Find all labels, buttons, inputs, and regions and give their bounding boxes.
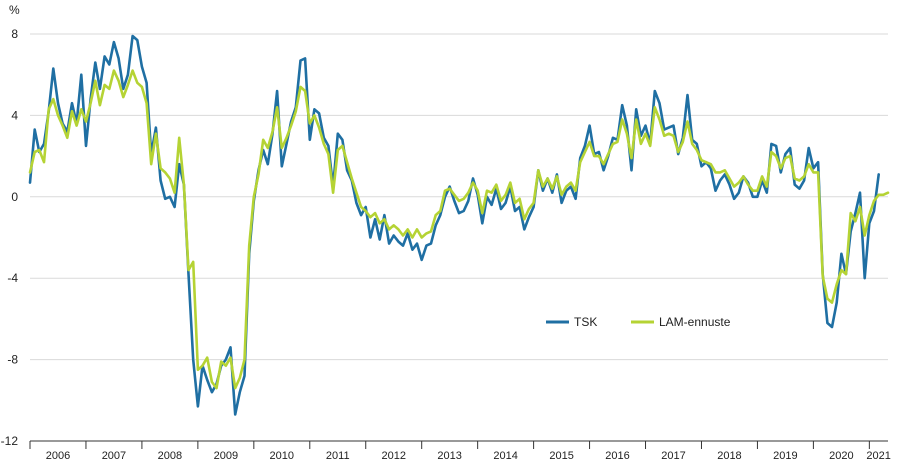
y-tick-label: 0 (11, 190, 18, 204)
x-tick-label: 2009 (214, 450, 238, 462)
series-lines (28, 34, 890, 416)
x-tick-labels: 2006 2007 2008 2009 2010 2011 2012 2013 2014 2015… (46, 450, 891, 462)
series-line-tsk (28, 34, 880, 416)
x-tick-label: 2014 (493, 450, 517, 462)
x-tick-label: 2006 (46, 450, 70, 462)
x-tick-label: 2015 (549, 450, 573, 462)
x-tick-label: 2016 (605, 450, 629, 462)
y-axis-unit-label: % (9, 3, 20, 17)
x-tick-label: 2012 (381, 450, 405, 462)
legend-label: LAM-ennuste (659, 315, 731, 329)
x-tick-label: 2017 (661, 450, 685, 462)
y-tick-labels: -12 -8 -4 0 4 8 (1, 27, 19, 448)
y-tick-label: -4 (7, 271, 18, 285)
y-tick-label: 8 (11, 27, 18, 41)
x-axis (29, 440, 888, 449)
x-tick-label: 2010 (270, 450, 294, 462)
x-tick-label: 2019 (773, 450, 797, 462)
gridlines (30, 33, 888, 361)
y-tick-label: -8 (7, 353, 18, 367)
x-tick-label: 2018 (717, 450, 741, 462)
y-tick-label: -12 (1, 434, 19, 448)
legend: TSK LAM-ennuste (546, 315, 731, 329)
series-line-lam-ennuste (28, 69, 890, 390)
x-tick-label: 2008 (158, 450, 182, 462)
legend-label: TSK (574, 315, 597, 329)
y-tick-label: 4 (11, 108, 18, 122)
x-tick-label: 2007 (102, 450, 126, 462)
x-tick-label: 2021 (866, 450, 890, 462)
x-tick-label: 2011 (326, 450, 350, 462)
x-tick-label: 2013 (437, 450, 461, 462)
x-tick-label: 2020 (829, 450, 853, 462)
